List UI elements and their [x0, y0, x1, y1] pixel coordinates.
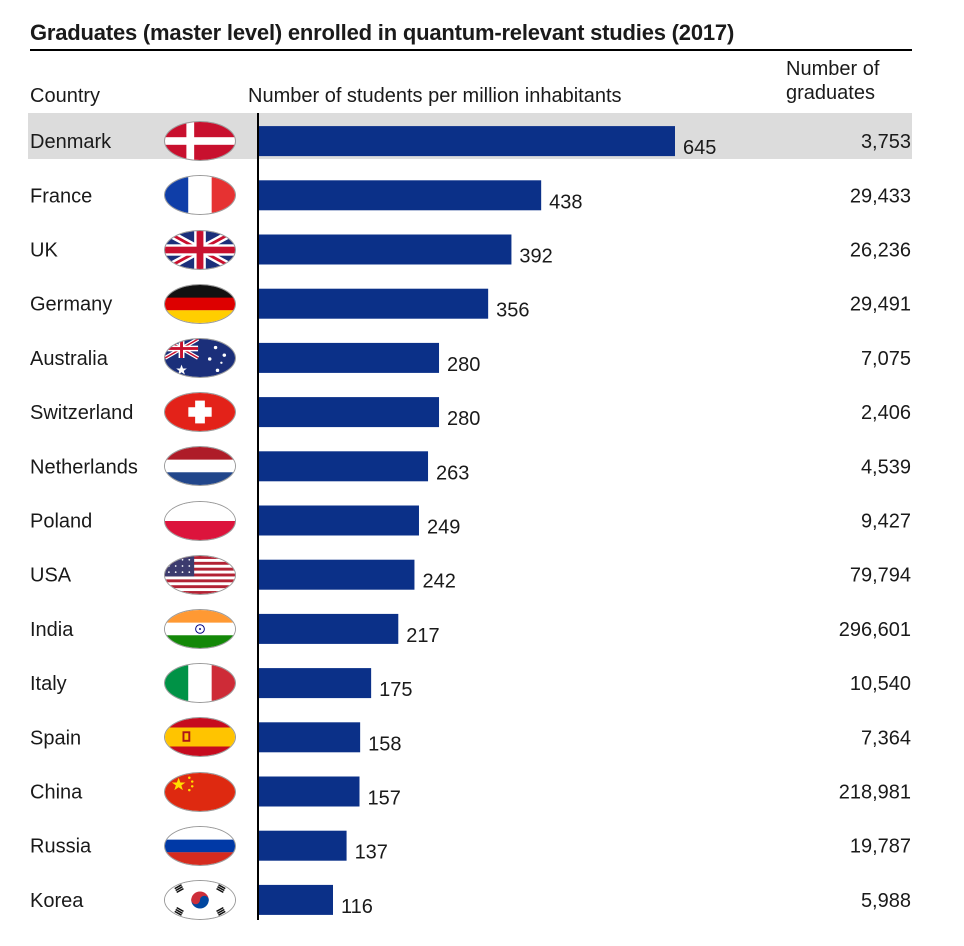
flag-france-icon: [164, 175, 236, 216]
bar-italy: [258, 668, 372, 699]
country-label-denmark: Denmark: [30, 131, 112, 153]
graduates-poland: 9,427: [861, 511, 911, 533]
graduates-france: 29,433: [850, 185, 911, 207]
country-label-spain: Spain: [30, 727, 81, 749]
graduates-india: 296,601: [839, 619, 911, 641]
graduates-denmark: 3,753: [861, 131, 911, 153]
bar-axis-line: [257, 113, 259, 920]
value-label-switzerland: 280: [447, 408, 480, 430]
bar-uk: [258, 234, 512, 265]
flag-spain-icon: [164, 717, 236, 758]
graduates-header-line1: Number of: [786, 58, 880, 80]
graduates-korea: 5,988: [861, 890, 911, 912]
graduates-germany: 29,491: [850, 294, 911, 316]
chart-title: Graduates (master level) enrolled in qua…: [30, 20, 735, 45]
bar-china: [258, 776, 360, 807]
bar-netherlands: [258, 451, 429, 482]
flag-australia-icon: [164, 337, 236, 378]
country-column-header: Country: [30, 85, 101, 107]
graduates-spain: 7,364: [861, 727, 911, 749]
flag-russia-icon: [164, 825, 236, 866]
flag-switzerland-icon: [164, 392, 236, 433]
flag-china-icon: [164, 771, 236, 812]
bar-india: [258, 613, 399, 644]
value-label-poland: 249: [427, 517, 460, 539]
bar-poland: [258, 505, 419, 536]
bar-france: [258, 180, 542, 211]
bar-australia: [258, 342, 440, 373]
flag-korea-icon: [164, 879, 236, 920]
title-underline: [30, 49, 912, 51]
graduates-column-header: Number of graduates: [786, 57, 879, 105]
country-label-korea: Korea: [30, 890, 84, 912]
value-label-spain: 158: [368, 733, 401, 755]
graduates-netherlands: 4,539: [861, 456, 911, 478]
value-label-netherlands: 263: [436, 462, 469, 484]
country-label-poland: Poland: [30, 511, 92, 533]
graduates-header-line2: graduates: [786, 82, 875, 104]
value-label-italy: 175: [379, 679, 412, 701]
value-label-denmark: 645: [683, 137, 716, 159]
country-label-switzerland: Switzerland: [30, 402, 133, 424]
value-label-germany: 356: [496, 300, 529, 322]
graduates-switzerland: 2,406: [861, 402, 911, 424]
bar-switzerland: [258, 397, 440, 428]
bars-column-header: Number of students per million inhabitan…: [248, 85, 622, 107]
graduates-china: 218,981: [839, 782, 911, 804]
flag-italy-icon: [164, 663, 236, 704]
value-label-australia: 280: [447, 354, 480, 376]
value-label-korea: 116: [341, 896, 373, 918]
graduates-russia: 19,787: [850, 836, 911, 858]
bar-usa: [258, 559, 415, 590]
country-label-uk: UK: [30, 240, 58, 262]
flag-india-icon: [164, 608, 236, 649]
country-label-france: France: [30, 185, 92, 207]
graduates-italy: 10,540: [850, 673, 911, 695]
country-label-italy: Italy: [30, 673, 67, 695]
country-label-australia: Australia: [30, 348, 109, 370]
country-label-netherlands: Netherlands: [30, 456, 138, 478]
value-label-france: 438: [549, 191, 582, 213]
bar-russia: [258, 830, 347, 861]
value-label-china: 157: [368, 788, 401, 810]
graduates-uk: 26,236: [850, 240, 911, 262]
flag-usa-icon: [164, 554, 236, 595]
country-label-india: India: [30, 619, 74, 641]
flag-denmark-icon: [164, 121, 236, 162]
bar-spain: [258, 722, 361, 753]
flag-netherlands-icon: [164, 446, 236, 487]
value-label-usa: 242: [422, 571, 455, 593]
graduates-australia: 7,075: [861, 348, 911, 370]
country-label-germany: Germany: [30, 294, 112, 316]
bar-korea: [258, 884, 333, 915]
bar-germany: [258, 288, 489, 319]
flag-germany-icon: [164, 283, 236, 324]
country-label-usa: USA: [30, 565, 72, 587]
graduates-usa: 79,794: [850, 565, 911, 587]
value-label-india: 217: [406, 625, 439, 647]
bar-denmark: [258, 126, 675, 157]
value-label-uk: 392: [519, 246, 552, 268]
country-label-china: China: [30, 782, 83, 804]
flag-uk-icon: [164, 229, 236, 270]
value-label-russia: 137: [355, 842, 388, 864]
flag-poland-icon: [164, 500, 236, 541]
country-label-russia: Russia: [30, 836, 92, 858]
